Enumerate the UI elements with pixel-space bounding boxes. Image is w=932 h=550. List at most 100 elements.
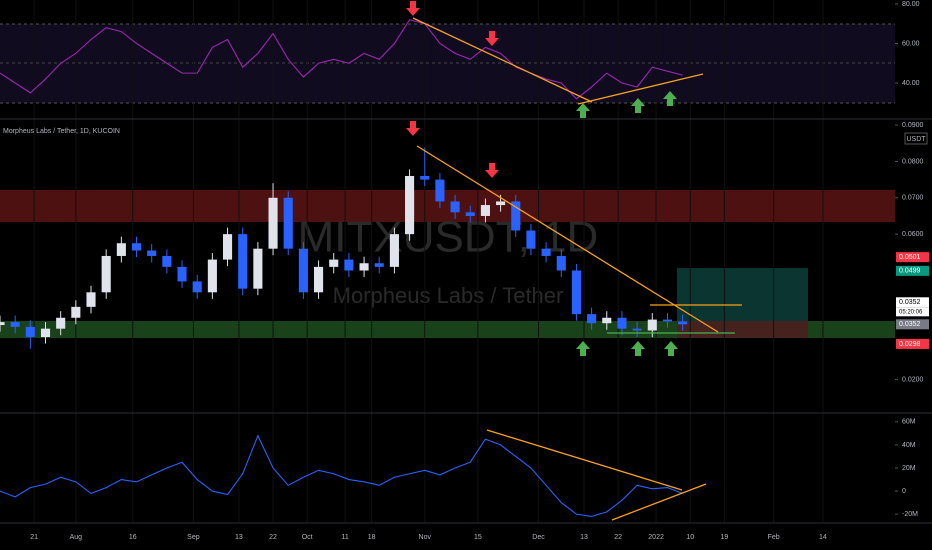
candle-body bbox=[10, 322, 20, 327]
candle-body bbox=[0, 322, 5, 326]
y-tick-label: 40M bbox=[902, 442, 916, 449]
candle-body bbox=[435, 179, 445, 202]
x-tick-label: Nov bbox=[419, 534, 432, 541]
candle-body bbox=[556, 255, 566, 271]
candle-body bbox=[329, 259, 339, 267]
price-label: 0.0298 bbox=[899, 341, 921, 348]
price-label-box bbox=[896, 319, 929, 330]
x-tick-label: 22 bbox=[614, 534, 622, 541]
price-label: 0.0352 bbox=[899, 299, 921, 306]
y-tick-label: 20M bbox=[902, 465, 916, 472]
candle-body bbox=[496, 201, 506, 206]
x-tick-label: Dec bbox=[532, 534, 545, 541]
candle-body bbox=[465, 212, 475, 216]
y-tick-label: 0.0900 bbox=[902, 122, 924, 129]
x-tick-label: 11 bbox=[341, 534, 348, 541]
price-label: 0.0352 bbox=[899, 321, 921, 328]
support-zone bbox=[0, 321, 895, 338]
price-label: 0.0501 bbox=[899, 254, 921, 261]
watermark: MITXUSDT, 1D bbox=[298, 213, 599, 262]
indicator-line bbox=[0, 434, 683, 518]
candle-body bbox=[511, 201, 521, 231]
symbol-title: Morpheus Labs / Tether, 1D, KUCOIN bbox=[3, 128, 120, 135]
candle-body bbox=[283, 197, 293, 249]
watermark-name: Morpheus Labs / Tether bbox=[333, 283, 564, 308]
candle-body bbox=[253, 248, 263, 289]
candle-body bbox=[405, 175, 415, 235]
y-tick-label: 60.00 bbox=[902, 40, 920, 47]
candle-body bbox=[238, 234, 248, 289]
candle-body bbox=[617, 317, 627, 329]
price-label-box bbox=[896, 338, 929, 349]
candle-body bbox=[147, 250, 157, 256]
x-tick-label: 15 bbox=[474, 534, 482, 541]
x-tick-label: Oct bbox=[302, 534, 313, 541]
candle-body bbox=[632, 328, 642, 331]
x-tick-label: Feb bbox=[768, 534, 780, 541]
price-label-box bbox=[896, 265, 929, 276]
candle-body bbox=[71, 306, 81, 318]
countdown-box bbox=[896, 307, 929, 317]
candle-body bbox=[40, 328, 51, 338]
candle-body bbox=[116, 243, 126, 256]
x-tick-label: 22 bbox=[269, 534, 277, 541]
y-tick-label: 80.00 bbox=[902, 1, 920, 8]
x-tick-label: 16 bbox=[129, 534, 137, 541]
x-tick-label: 14 bbox=[819, 534, 827, 541]
currency: USDT bbox=[906, 136, 926, 143]
x-tick-label: 13 bbox=[580, 534, 588, 541]
y-tick-label: 0 bbox=[902, 488, 906, 495]
candle-body bbox=[314, 266, 324, 293]
candle-body bbox=[344, 259, 354, 271]
candle-body bbox=[450, 201, 460, 213]
candle-body bbox=[162, 255, 172, 267]
candle-body bbox=[222, 234, 233, 260]
y-tick-label: -20M bbox=[902, 511, 918, 518]
candle-body bbox=[101, 255, 111, 293]
candle-body bbox=[359, 263, 369, 271]
candle-body bbox=[647, 319, 657, 331]
x-tick-label: Sep bbox=[187, 534, 200, 541]
down-arrows bbox=[406, 1, 499, 178]
trend-lines bbox=[412, 17, 742, 521]
candle-body bbox=[374, 263, 384, 267]
y-tick-label: 0.0700 bbox=[902, 195, 924, 202]
y-tick-label: 40.00 bbox=[902, 80, 920, 87]
candle-body bbox=[177, 266, 187, 282]
countdown: 05:20:06 bbox=[899, 309, 923, 315]
target-box bbox=[677, 268, 808, 321]
candle-body bbox=[56, 317, 66, 329]
candle-body bbox=[526, 230, 536, 249]
x-tick-label: 19 bbox=[720, 534, 728, 541]
y-tick-label: 0.0800 bbox=[902, 158, 924, 165]
y-tick-label: 0.0600 bbox=[902, 231, 924, 238]
candle-body bbox=[571, 270, 581, 315]
candle-body bbox=[587, 314, 597, 324]
candle-body bbox=[662, 319, 673, 322]
candle-body bbox=[602, 317, 612, 324]
x-tick-label: 10 bbox=[686, 534, 694, 541]
candle-body bbox=[207, 259, 217, 293]
x-tick-label: 2022 bbox=[648, 534, 664, 541]
candle-body bbox=[420, 175, 430, 180]
candle-body bbox=[298, 248, 308, 293]
up-arrows bbox=[576, 91, 678, 356]
candle-body bbox=[25, 326, 35, 338]
candle-body bbox=[192, 281, 202, 293]
candle-body bbox=[678, 321, 688, 325]
candle-body bbox=[131, 243, 142, 251]
candle-body bbox=[389, 234, 399, 267]
price-label-box bbox=[896, 297, 929, 308]
candle-body bbox=[480, 205, 490, 216]
y-tick-label: 60M bbox=[902, 419, 916, 426]
stop-box bbox=[677, 321, 808, 338]
y-tick-label: 0.0200 bbox=[902, 376, 924, 383]
currency-box bbox=[904, 132, 928, 145]
x-tick-label: 21 bbox=[30, 534, 38, 541]
price-label-box bbox=[896, 252, 929, 263]
x-tick-label: Aug bbox=[70, 534, 83, 541]
candle-body bbox=[268, 197, 278, 249]
x-tick-label: 13 bbox=[235, 534, 243, 541]
price-label: 0.0499 bbox=[899, 268, 921, 275]
